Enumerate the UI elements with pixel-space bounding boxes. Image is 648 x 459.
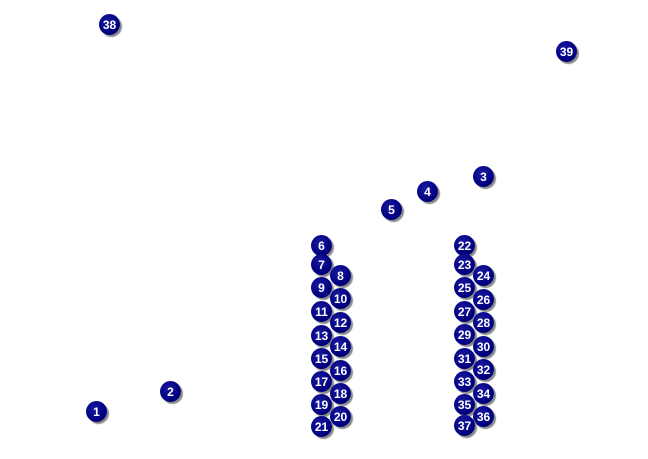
map-marker-25[interactable]: 25: [454, 277, 475, 298]
marker-label: 29: [457, 327, 472, 342]
map-marker-28[interactable]: 28: [473, 312, 494, 333]
marker-label: 23: [457, 257, 472, 272]
marker-label: 13: [314, 328, 329, 343]
marker-label: 34: [476, 386, 491, 401]
map-marker-38[interactable]: 38: [99, 14, 120, 35]
map-marker-1[interactable]: 1: [86, 401, 107, 422]
marker-label: 21: [314, 419, 329, 434]
marker-label: 2: [167, 384, 174, 399]
map-marker-14[interactable]: 14: [330, 336, 351, 357]
marker-label: 39: [559, 44, 574, 59]
map-marker-18[interactable]: 18: [330, 383, 351, 404]
map-marker-12[interactable]: 12: [330, 312, 351, 333]
map-marker-29[interactable]: 29: [454, 324, 475, 345]
marker-label: 24: [476, 268, 491, 283]
marker-label: 27: [457, 304, 472, 319]
map-marker-17[interactable]: 17: [311, 371, 332, 392]
marker-label: 7: [318, 257, 325, 272]
map-marker-35[interactable]: 35: [454, 394, 475, 415]
marker-label: 12: [333, 315, 348, 330]
map-marker-32[interactable]: 32: [473, 359, 494, 380]
marker-label: 10: [333, 291, 348, 306]
marker-label: 8: [337, 268, 344, 283]
marker-label: 32: [476, 362, 491, 377]
map-marker-23[interactable]: 23: [454, 254, 475, 275]
marker-label: 30: [476, 339, 491, 354]
marker-label: 26: [476, 292, 491, 307]
marker-label: 25: [457, 280, 472, 295]
map-marker-13[interactable]: 13: [311, 325, 332, 346]
marker-label: 3: [480, 169, 487, 184]
marker-label: 20: [333, 409, 348, 424]
marker-label: 33: [457, 374, 472, 389]
map-marker-8[interactable]: 8: [330, 265, 351, 286]
map-marker-9[interactable]: 9: [311, 277, 332, 298]
marker-label: 5: [388, 202, 395, 217]
marker-label: 4: [424, 184, 431, 199]
map-marker-27[interactable]: 27: [454, 301, 475, 322]
map-marker-5[interactable]: 5: [381, 199, 402, 220]
marker-label: 31: [457, 351, 472, 366]
map-marker-11[interactable]: 11: [311, 301, 332, 322]
map-marker-21[interactable]: 21: [311, 416, 332, 437]
map-marker-15[interactable]: 15: [311, 348, 332, 369]
marker-label: 17: [314, 374, 329, 389]
map-marker-31[interactable]: 31: [454, 348, 475, 369]
map-marker-22[interactable]: 22: [454, 235, 475, 256]
map-marker-20[interactable]: 20: [330, 406, 351, 427]
map-marker-3[interactable]: 3: [473, 166, 494, 187]
map-marker-36[interactable]: 36: [473, 406, 494, 427]
marker-label: 38: [102, 17, 117, 32]
marker-label: 19: [314, 397, 329, 412]
map-marker-7[interactable]: 7: [311, 254, 332, 275]
marker-label: 18: [333, 386, 348, 401]
marker-label: 15: [314, 351, 329, 366]
map-marker-16[interactable]: 16: [330, 360, 351, 381]
map-marker-30[interactable]: 30: [473, 336, 494, 357]
map-marker-19[interactable]: 19: [311, 394, 332, 415]
marker-label: 28: [476, 315, 491, 330]
map-marker-33[interactable]: 33: [454, 371, 475, 392]
marker-label: 22: [457, 238, 472, 253]
marker-label: 36: [476, 409, 491, 424]
map-marker-2[interactable]: 2: [160, 381, 181, 402]
marker-label: 1: [93, 404, 100, 419]
map-marker-4[interactable]: 4: [417, 181, 438, 202]
map-marker-34[interactable]: 34: [473, 383, 494, 404]
map-marker-26[interactable]: 26: [473, 289, 494, 310]
map-marker-24[interactable]: 24: [473, 265, 494, 286]
marker-label: 37: [457, 418, 472, 433]
map-marker-6[interactable]: 6: [311, 235, 332, 256]
map-marker-39[interactable]: 39: [556, 41, 577, 62]
marker-label: 35: [457, 397, 472, 412]
marker-label: 9: [318, 280, 325, 295]
map-marker-37[interactable]: 37: [454, 415, 475, 436]
marker-label: 11: [315, 304, 328, 319]
marker-label: 16: [333, 363, 348, 378]
marker-label: 6: [318, 238, 325, 253]
map-marker-10[interactable]: 10: [330, 288, 351, 309]
marker-label: 14: [333, 339, 348, 354]
